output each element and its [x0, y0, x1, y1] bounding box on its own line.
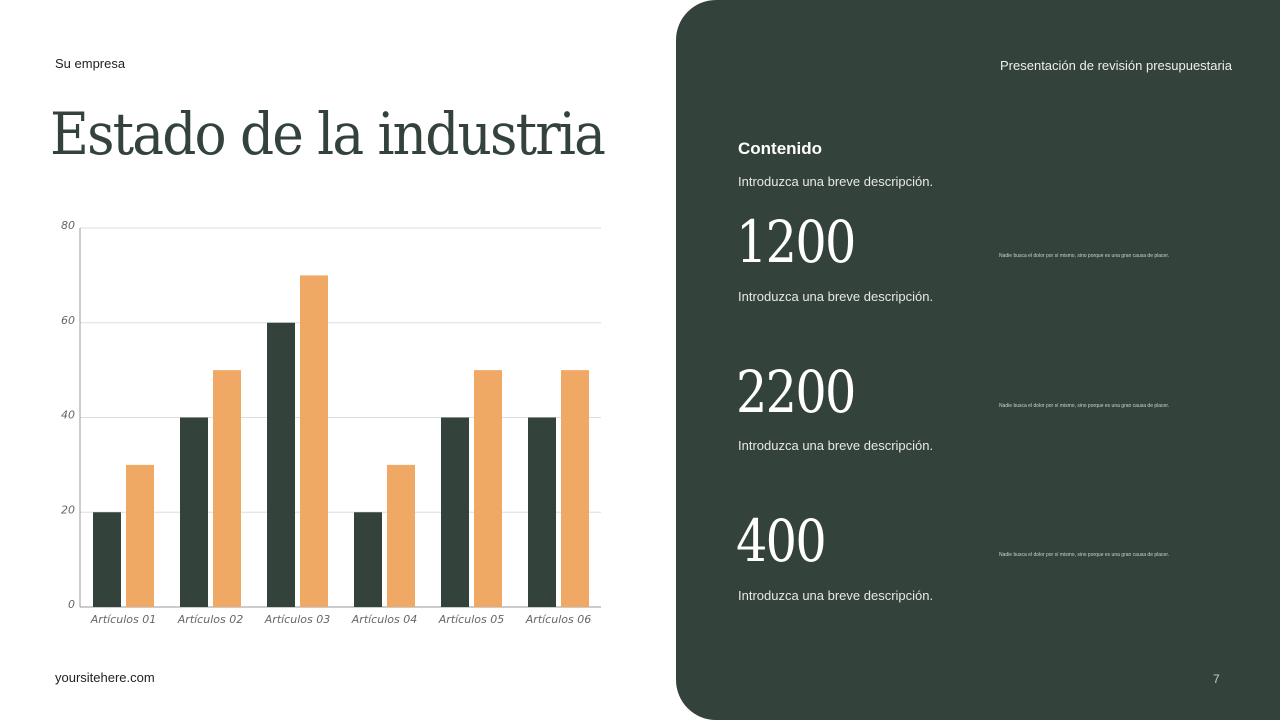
- x-tick-label: Artículos 03: [264, 613, 330, 626]
- presentation-title: Presentación de revisión presupuestaria: [1000, 58, 1232, 73]
- x-tick-label: Artículos 05: [438, 613, 504, 626]
- bar: [354, 512, 382, 607]
- y-tick-label: 60: [61, 314, 75, 327]
- bar: [474, 370, 502, 607]
- stat-description: Introduzca una breve descripción.: [738, 438, 934, 453]
- stat-note: Nadie busca el dolor por sí mismo, sino …: [999, 253, 1170, 259]
- bar: [300, 275, 328, 607]
- bar: [528, 417, 556, 607]
- bar: [93, 512, 121, 607]
- bar: [387, 464, 415, 607]
- stat-note: Nadie busca el dolor por sí mismo, sino …: [999, 552, 1170, 558]
- y-tick-label: 40: [61, 409, 75, 422]
- x-tick-label: Artículos 02: [177, 613, 243, 626]
- bar: [213, 370, 241, 607]
- stat-description: Introduzca una breve descripción.: [738, 588, 934, 603]
- bar: [267, 322, 295, 607]
- x-tick-label: Artículos 01: [90, 613, 156, 626]
- company-name: Su empresa: [55, 56, 126, 71]
- bar: [561, 370, 589, 607]
- stat-description: Introduzca una breve descripción.: [738, 289, 934, 304]
- y-tick-label: 0: [68, 598, 75, 611]
- y-tick-label: 80: [61, 219, 75, 232]
- page-title: Estado de la industria: [50, 100, 606, 168]
- website: yoursitehere.com: [55, 670, 155, 685]
- bar: [126, 464, 154, 607]
- bar: [180, 417, 208, 607]
- x-tick-label: Artículos 06: [525, 613, 591, 626]
- stat-value: 400: [736, 507, 827, 575]
- page-number: 7: [1213, 672, 1220, 686]
- content-panel: [676, 0, 1280, 720]
- content-heading: Contenido: [738, 139, 823, 158]
- stat-value: 2200: [736, 358, 856, 426]
- stat-note: Nadie busca el dolor por sí mismo, sino …: [999, 403, 1170, 409]
- bar-chart: 0 20 40 60 80 Artículos 01 Artículos 02 Artícul…: [61, 219, 601, 626]
- y-tick-label: 20: [61, 503, 75, 516]
- bar: [441, 417, 469, 607]
- x-tick-label: Artículos 04: [351, 613, 417, 626]
- content-intro: Introduzca una breve descripción.: [738, 174, 934, 189]
- stat-value: 1200: [736, 208, 856, 276]
